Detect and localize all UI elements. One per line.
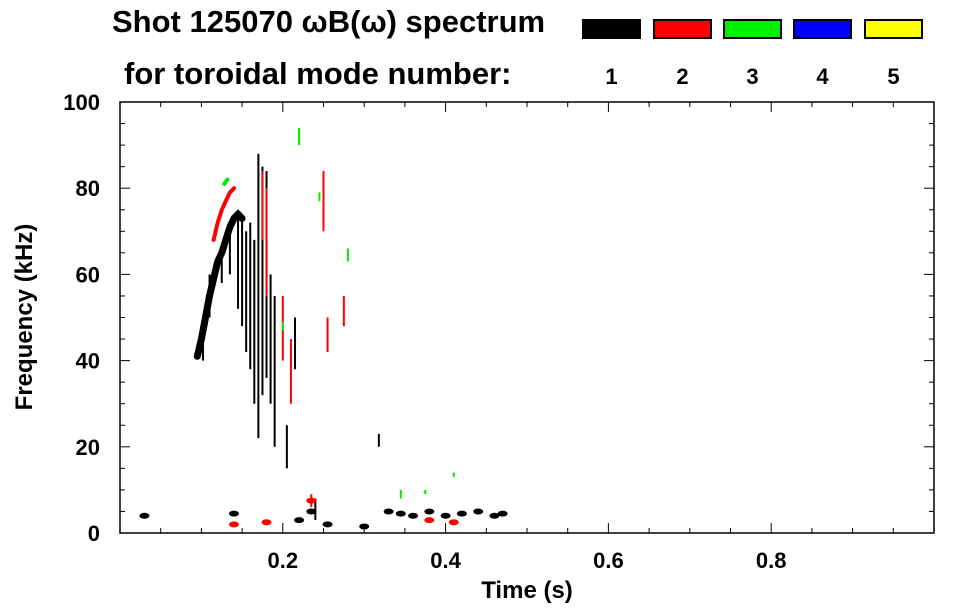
x-tick-label-0: 0.2 (268, 548, 299, 573)
mode-1-low-band-point-12 (473, 508, 484, 515)
legend-label-mode-4: 4 (816, 64, 829, 89)
y-tick-label-3: 60 (76, 262, 100, 287)
mode-1-low-band-point-10 (440, 512, 451, 519)
x-tick-label-1: 0.4 (430, 548, 461, 573)
data-layer (139, 127, 508, 530)
x-tick-label-3: 0.8 (756, 548, 787, 573)
x-tick-label-2: 0.6 (593, 548, 624, 573)
y-tick-label-0: 0 (88, 521, 100, 546)
mode-2-low-band-point-2 (306, 497, 317, 504)
axis-labels: 0.2 0.4 0.6 0.8 0 20 40 60 80 100 (63, 90, 786, 573)
mode-1-low-band-point-14 (497, 510, 508, 517)
y-tick-label-5: 100 (63, 90, 100, 115)
legend-swatch-mode-5 (864, 19, 923, 39)
mode-1-low-band-point-4 (322, 521, 333, 528)
mode-1-chirp-track (193, 210, 246, 360)
mode-1-low-band-point-9 (424, 508, 435, 515)
legend-swatch-mode-2 (653, 19, 712, 39)
y-tick-label-2: 40 (76, 349, 100, 374)
mode-1-low-band-point-8 (408, 512, 419, 519)
chart-title: Shot 125070 ωB(ω) spectrum (112, 4, 546, 39)
mode-2-low-band-point-4 (448, 519, 459, 526)
mode-1-low-band-point-6 (383, 508, 394, 515)
mode-1-low-band-point-13 (489, 512, 500, 519)
mode-1-low-band-point-0 (139, 512, 150, 519)
legend-label-mode-5: 5 (887, 64, 900, 89)
legend-label-mode-2: 2 (676, 64, 689, 89)
mode-2-chirp-track (211, 186, 236, 242)
y-axis-label: Frequency (kHz) (11, 224, 38, 411)
y-tick-label-4: 80 (76, 176, 100, 201)
mode-1-low-band-point-1 (228, 510, 239, 517)
mode-1-low-band-point-5 (359, 523, 370, 530)
mode-1-low-band-point-3 (306, 508, 317, 515)
mode-2-low-band-point-0 (228, 521, 239, 528)
mode-1-low-band-point-11 (456, 510, 467, 517)
legend-label-mode-1: 1 (605, 64, 618, 89)
legend-label-mode-3: 3 (746, 64, 759, 89)
mode-2-low-band-point-3 (424, 517, 435, 524)
legend-title: for toroidal mode number: (124, 56, 512, 91)
x-axis-label: Time (s) (481, 577, 573, 604)
legend-swatch-mode-3 (723, 19, 782, 39)
mode-1-low-band-point-7 (395, 510, 406, 517)
legend-swatch-mode-1 (582, 19, 641, 39)
legend-swatch-mode-4 (793, 19, 852, 39)
mode-3-chirp-track (222, 177, 230, 186)
y-tick-label-1: 20 (76, 435, 100, 460)
mode-1-low-band-point-2 (294, 517, 305, 524)
axis-ticks (120, 102, 934, 533)
mode-2-low-band-point-1 (261, 519, 272, 526)
